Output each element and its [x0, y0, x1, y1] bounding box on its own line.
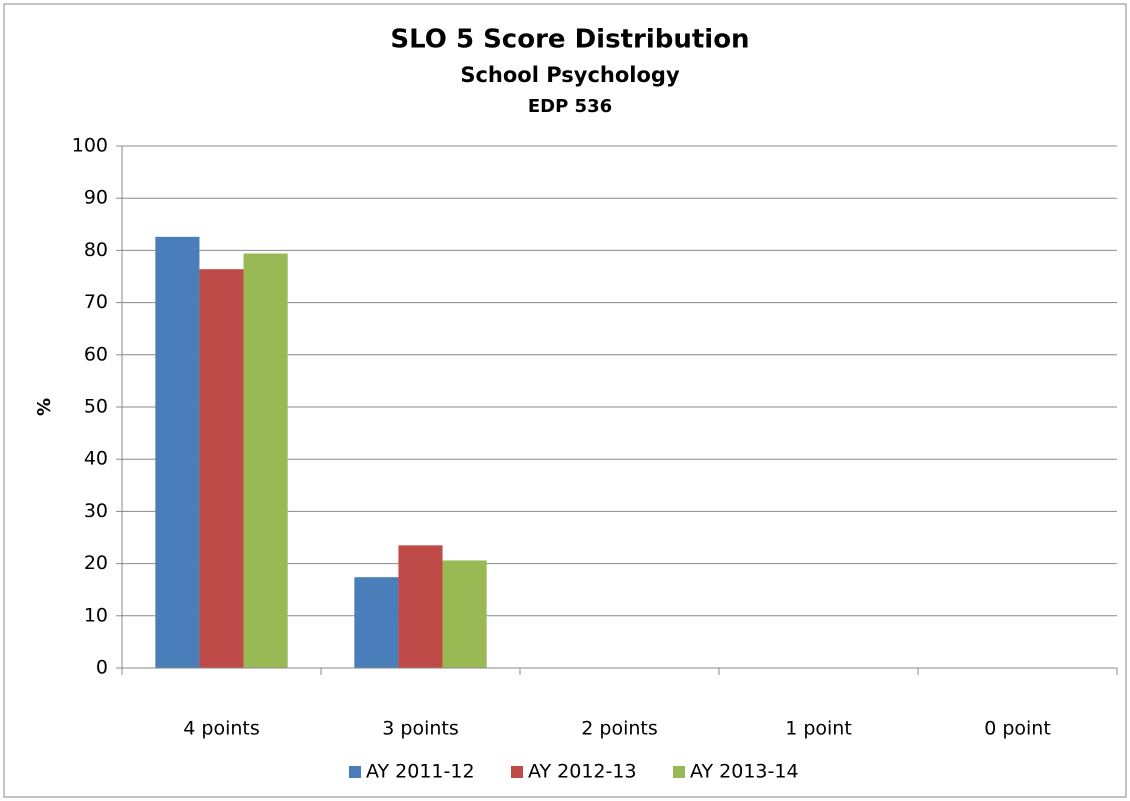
legend-swatch — [511, 766, 523, 778]
y-tick-label: 60 — [84, 343, 108, 365]
y-tick-label: 0 — [96, 657, 108, 679]
x-tick-label: 4 points — [183, 718, 259, 740]
bar — [243, 253, 288, 669]
legend-label: AY 2012-13 — [528, 761, 637, 783]
y-tick-label: 20 — [84, 552, 108, 574]
y-tick-label: 80 — [84, 239, 108, 261]
legend-label: AY 2013-14 — [690, 761, 799, 783]
y-tick-label: 70 — [84, 291, 108, 313]
y-tick-label: 30 — [84, 500, 108, 522]
chart-title: SLO 5 Score Distribution — [390, 25, 749, 55]
bar — [199, 269, 244, 668]
chart-subtitle: School Psychology — [460, 63, 680, 87]
x-tick-label: 1 point — [785, 718, 852, 740]
y-tick-label: 100 — [72, 135, 108, 157]
y-tick-label: 50 — [84, 396, 108, 418]
legend-swatch — [349, 766, 361, 778]
bar — [155, 236, 200, 668]
bar — [442, 560, 487, 668]
legend-swatch — [673, 766, 685, 778]
chart-subtitle: EDP 536 — [528, 96, 612, 117]
y-tick-label: 10 — [84, 604, 108, 626]
legend-label: AY 2011-12 — [366, 761, 475, 783]
x-tick-label: 2 points — [581, 718, 657, 740]
y-axis-label: % — [34, 398, 55, 416]
x-tick-label: 3 points — [382, 718, 458, 740]
bar — [398, 545, 443, 668]
y-tick-label: 90 — [84, 187, 108, 209]
y-tick-label: 40 — [84, 448, 108, 470]
bar — [354, 577, 399, 668]
x-tick-label: 0 point — [984, 718, 1051, 740]
